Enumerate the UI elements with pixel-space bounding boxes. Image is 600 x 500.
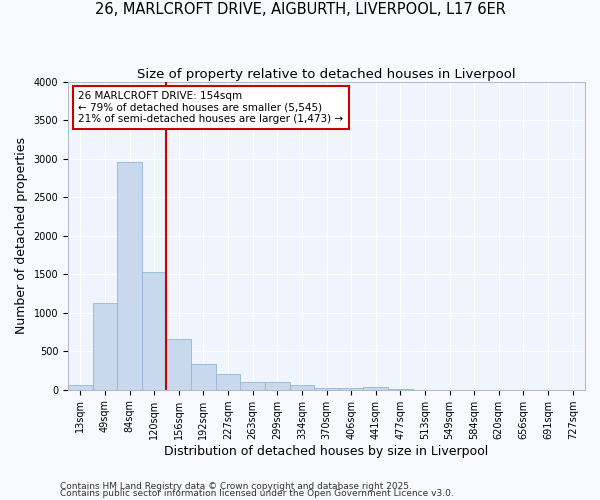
Text: 26, MARLCROFT DRIVE, AIGBURTH, LIVERPOOL, L17 6ER: 26, MARLCROFT DRIVE, AIGBURTH, LIVERPOOL…	[95, 2, 505, 18]
Bar	[142, 272, 166, 390]
Bar	[191, 364, 216, 390]
Text: Contains HM Land Registry data © Crown copyright and database right 2025.: Contains HM Land Registry data © Crown c…	[60, 482, 412, 491]
Bar	[339, 388, 364, 390]
Bar	[117, 162, 142, 390]
X-axis label: Distribution of detached houses by size in Liverpool: Distribution of detached houses by size …	[164, 444, 488, 458]
Bar	[68, 386, 92, 390]
Bar	[216, 374, 241, 390]
Text: Contains public sector information licensed under the Open Government Licence v3: Contains public sector information licen…	[60, 490, 454, 498]
Bar	[290, 384, 314, 390]
Y-axis label: Number of detached properties: Number of detached properties	[15, 137, 28, 334]
Bar	[314, 388, 339, 390]
Bar	[92, 304, 117, 390]
Title: Size of property relative to detached houses in Liverpool: Size of property relative to detached ho…	[137, 68, 516, 80]
Bar	[241, 382, 265, 390]
Bar	[364, 388, 388, 390]
Bar	[166, 339, 191, 390]
Text: 26 MARLCROFT DRIVE: 154sqm
← 79% of detached houses are smaller (5,545)
21% of s: 26 MARLCROFT DRIVE: 154sqm ← 79% of deta…	[79, 91, 343, 124]
Bar	[265, 382, 290, 390]
